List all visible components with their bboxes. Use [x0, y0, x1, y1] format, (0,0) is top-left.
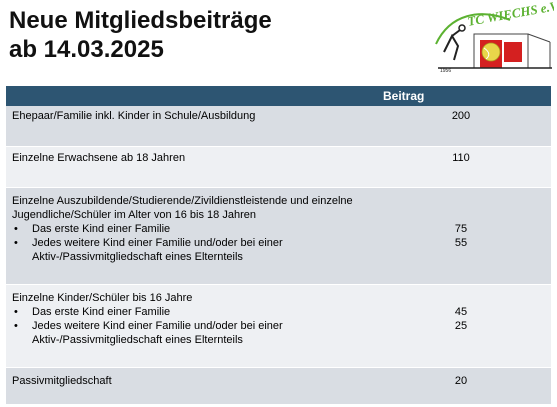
- title-line-2: ab 14.03.2025: [9, 36, 164, 63]
- table-row: Passivmitgliedschaft 20: [6, 368, 551, 404]
- bullet-icon: •: [14, 306, 18, 318]
- header-beitrag: Beitrag: [383, 89, 425, 103]
- row-value: 20: [454, 375, 468, 387]
- club-logo: TC WIECHS e.V. 1956: [435, 2, 554, 74]
- table-row: Einzelne Kinder/Schüler bis 16 Jahre • D…: [6, 285, 551, 367]
- row-value: 200: [451, 110, 471, 122]
- bullet-text: Jedes weitere Kind einer Familie und/ode…: [32, 320, 283, 346]
- table-row: Einzelne Auszubildende/Studierende/Zivil…: [6, 188, 551, 284]
- row-value: 25: [454, 320, 468, 332]
- table-row: Einzelne Erwachsene ab 18 Jahren 110: [6, 147, 551, 187]
- bullet-text: Das erste Kind einer Familie: [32, 306, 171, 318]
- logo-text: TC WIECHS e.V.: [466, 2, 554, 29]
- list-item: • Das erste Kind einer Familie: [12, 305, 367, 319]
- row-value: 45: [454, 306, 468, 318]
- row-label: Ehepaar/Familie inkl. Kinder in Schule/A…: [12, 110, 256, 122]
- row-label: Einzelne Auszubildende/Studierende/Zivil…: [12, 195, 353, 221]
- table-header: Beitrag: [6, 86, 551, 106]
- page-title: Neue Mitgliedsbeiträge ab 14.03.2025: [9, 6, 272, 64]
- row-value: 110: [452, 152, 470, 164]
- header-label-cell: [6, 86, 371, 106]
- bullet-text: Das erste Kind einer Familie: [32, 223, 171, 235]
- row-cell: Einzelne Auszubildende/Studierende/Zivil…: [6, 188, 371, 284]
- bullet-icon: •: [14, 237, 18, 249]
- title-line-1: Neue Mitgliedsbeiträge: [9, 7, 272, 34]
- row-values: 75 55: [371, 188, 551, 284]
- table-row: Ehepaar/Familie inkl. Kinder in Schule/A…: [6, 106, 551, 146]
- row-value: 55: [454, 237, 468, 249]
- row-label: Einzelne Erwachsene ab 18 Jahren: [12, 152, 186, 164]
- row-cell: Einzelne Kinder/Schüler bis 16 Jahre • D…: [6, 285, 371, 367]
- fee-table: Beitrag Ehepaar/Familie inkl. Kinder in …: [6, 86, 551, 404]
- row-values: 45 25: [371, 285, 551, 367]
- bullet-icon: •: [14, 223, 18, 235]
- logo-year: 1956: [440, 68, 451, 74]
- list-item: • Jedes weitere Kind einer Familie und/o…: [12, 319, 367, 347]
- bullet-icon: •: [14, 320, 18, 332]
- list-item: • Jedes weitere Kind einer Familie und/o…: [12, 236, 367, 264]
- row-label: Passivmitgliedschaft: [12, 375, 112, 387]
- row-label: Einzelne Kinder/Schüler bis 16 Jahre: [12, 292, 193, 304]
- list-item: • Das erste Kind einer Familie: [12, 222, 367, 236]
- row-value: 75: [454, 223, 468, 235]
- bullet-text: Jedes weitere Kind einer Familie und/ode…: [32, 237, 283, 263]
